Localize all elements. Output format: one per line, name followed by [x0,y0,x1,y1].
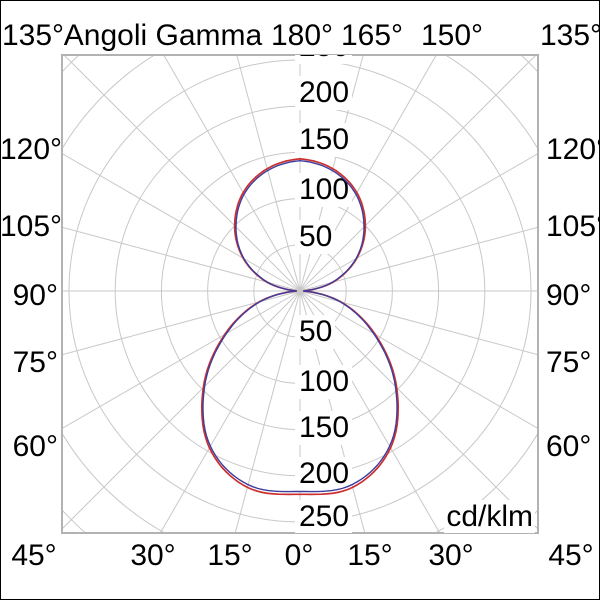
gamma-label-top: 150° [420,19,484,52]
gamma-label-bottom: 0° [284,539,314,572]
gamma-label-right: 90° [546,279,592,312]
gamma-label-top: 135° [1,19,65,52]
gamma-label-bottom: 45° [548,539,594,572]
radial-value-label: 200 [295,457,353,491]
gamma-label-right: 120° [546,133,600,166]
gamma-label-bottom: 15° [207,539,253,572]
gamma-label-bottom: 30° [428,539,474,572]
gamma-label-left: 105° [0,210,63,243]
gamma-label-left: 60° [12,430,58,463]
gamma-label-bottom: 30° [130,539,176,572]
gamma-label-top: 180° [270,19,334,52]
unit-label: cd/klm [444,500,535,533]
curve-c0-c180 [200,158,400,496]
gamma-label-top: 135° [539,19,600,52]
radial-value-label: 100 [295,365,353,399]
radial-value-label: 100 [295,173,353,207]
radial-value-label: 250 [295,55,353,64]
radial-label-layer: cd/klm 250 200 150 100 50 50 100 150 200 250 [62,55,538,533]
gamma-label-right: 60° [546,430,592,463]
gamma-label-right: 75° [546,346,592,379]
radial-value-label: 50 [295,220,336,254]
radial-value-label: 250 [295,500,353,533]
radial-value-label: 200 [295,76,353,110]
gamma-label-bottom: 15° [347,539,393,572]
gamma-label-bottom: 45° [11,539,57,572]
gamma-label-left: 75° [12,346,58,379]
radial-value-label: 150 [295,411,353,445]
gamma-label-left: 90° [12,279,58,312]
curve-c90-c270 [202,160,398,493]
gamma-label-top: 165° [340,19,404,52]
gamma-label-right: 105° [546,210,600,243]
radial-value-label: 50 [295,315,336,349]
radial-value-label: 150 [295,123,353,157]
chart-title: Angoli Gamma [63,19,263,52]
gamma-label-left: 120° [0,133,63,166]
